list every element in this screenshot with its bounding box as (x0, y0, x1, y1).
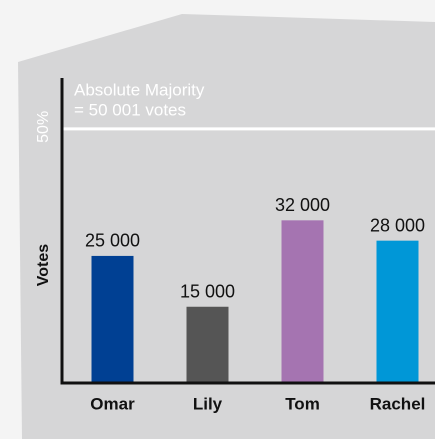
data-label: 15 000 (180, 282, 235, 302)
x-tick-label: Omar (90, 394, 135, 413)
bar (186, 306, 229, 383)
reference-annotation: = 50 001 votes (74, 100, 186, 119)
reference-annotation: Absolute Majority (74, 80, 205, 99)
x-tick-label: Lily (193, 394, 223, 413)
reference-label: 50% (35, 111, 52, 143)
x-tick-label: Tom (285, 394, 320, 413)
bar (376, 240, 419, 383)
x-tick-label: Rachel (370, 394, 426, 413)
data-label: 32 000 (275, 195, 330, 215)
data-label: 25 000 (85, 231, 140, 251)
bar (281, 220, 324, 383)
y-axis-label: Votes (35, 244, 52, 286)
data-label: 28 000 (370, 215, 425, 235)
bar (91, 255, 134, 383)
